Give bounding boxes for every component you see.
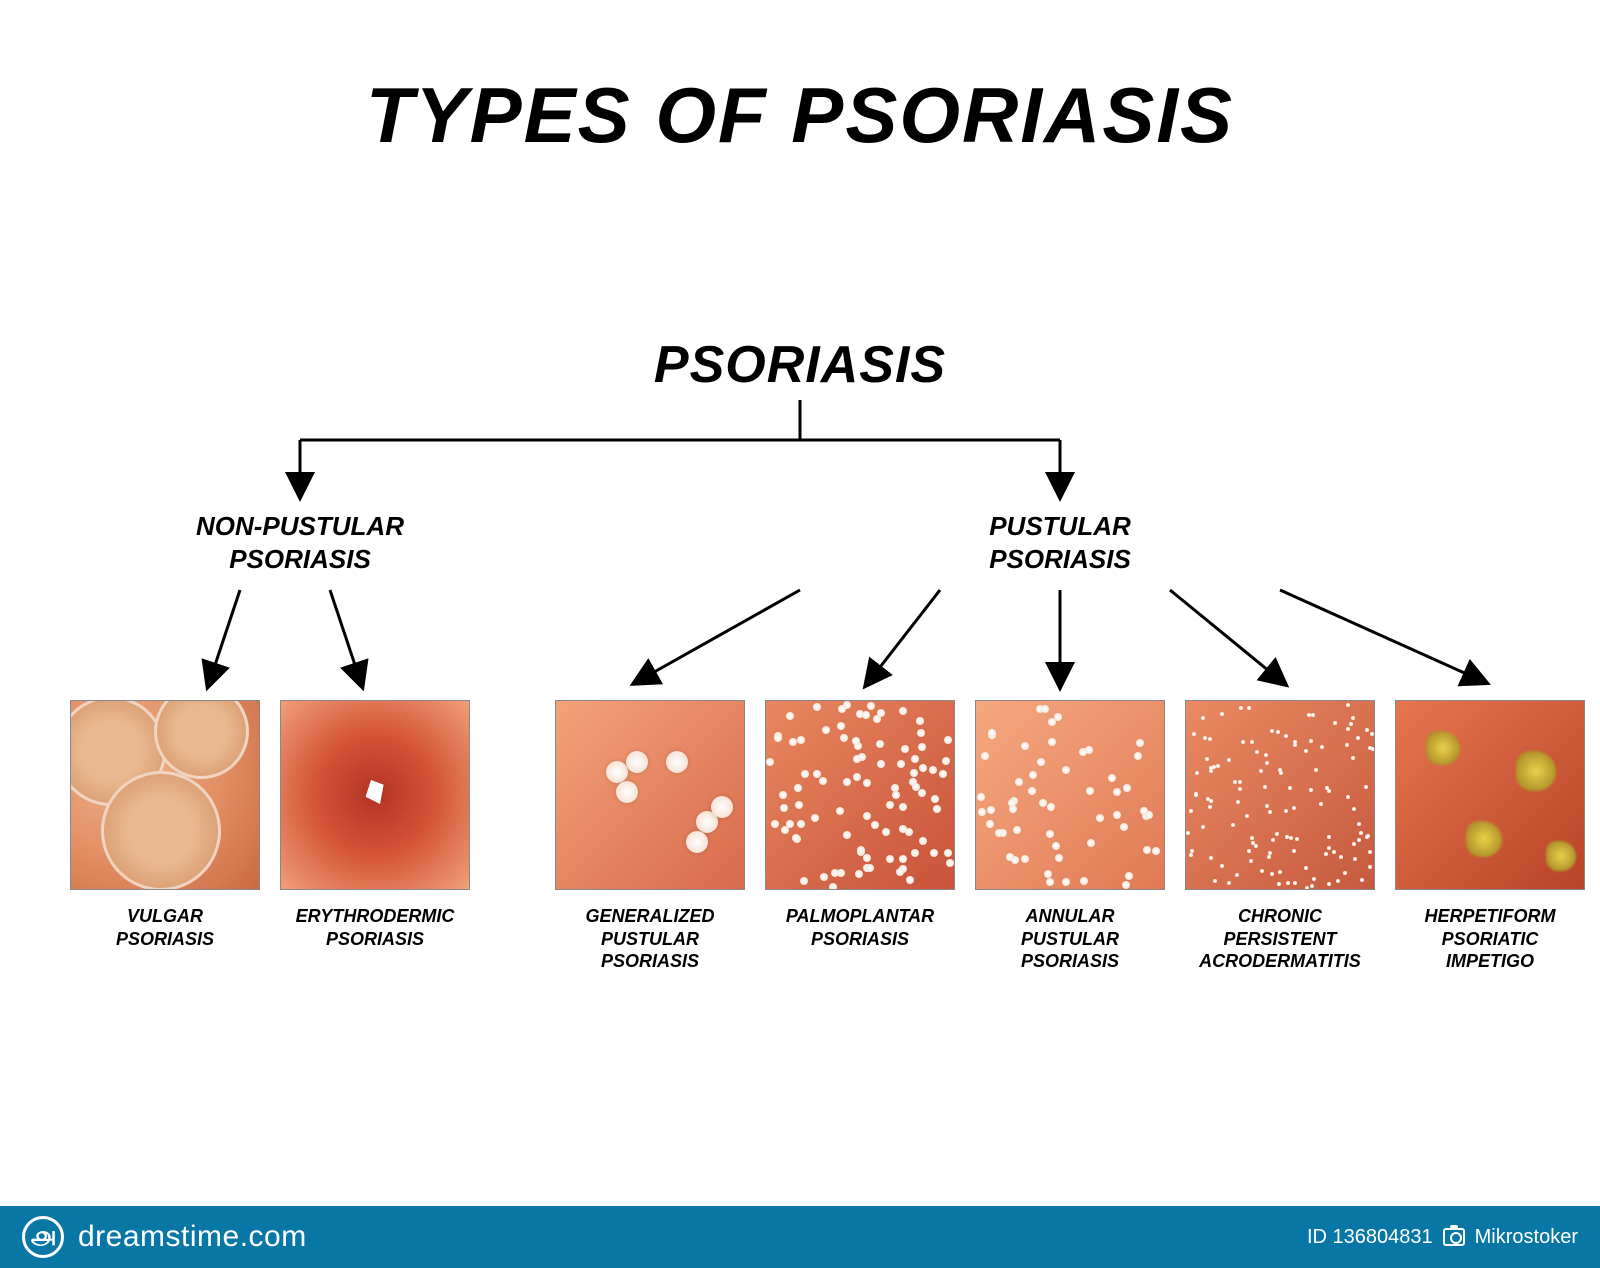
tile-acrodermatitis [1185, 700, 1375, 890]
tile-palmoplantar [765, 700, 955, 890]
footer-right: ID 136804831 Mikrostoker [1307, 1226, 1578, 1249]
main-title: TYPES OF PSORIASIS [0, 70, 1600, 161]
branch-pustular: PUSTULAR PSORIASIS [910, 510, 1210, 575]
leaf-label-vulgar: VULGAR PSORIASIS [60, 905, 270, 950]
tile-herpetiform [1395, 700, 1585, 890]
tree-connectors [0, 0, 1600, 1268]
footer-left: ௮ dreamstime.com [22, 1216, 307, 1258]
footer-author: Mikrostoker [1475, 1226, 1578, 1249]
root-node-label: PSORIASIS [0, 335, 1600, 395]
leaf-label-acrodermatitis: CHRONIC PERSISTENT ACRODERMATITIS [1175, 905, 1385, 973]
tile-annular [975, 700, 1165, 890]
footer-bar: ௮ dreamstime.com ID 136804831 Mikrostoke… [0, 1206, 1600, 1268]
tile-erythrodermic [280, 700, 470, 890]
tile-vulgar [70, 700, 260, 890]
leaf-label-annular: ANNULAR PUSTULAR PSORIASIS [965, 905, 1175, 973]
logo-spiral-icon: ௮ [22, 1216, 64, 1258]
leaf-label-generalized: GENERALIZED PUSTULAR PSORIASIS [545, 905, 755, 973]
branch-nonpustular: NON-PUSTULAR PSORIASIS [150, 510, 450, 575]
camera-icon [1443, 1228, 1465, 1246]
leaf-label-erythrodermic: ERYTHRODERMIC PSORIASIS [270, 905, 480, 950]
tile-generalized [555, 700, 745, 890]
leaf-label-palmoplantar: PALMOPLANTAR PSORIASIS [755, 905, 965, 950]
footer-image-id: ID 136804831 [1307, 1226, 1433, 1249]
footer-site: dreamstime.com [78, 1220, 307, 1254]
leaf-label-herpetiform: HERPETIFORM PSORIATIC IMPETIGO [1385, 905, 1595, 973]
